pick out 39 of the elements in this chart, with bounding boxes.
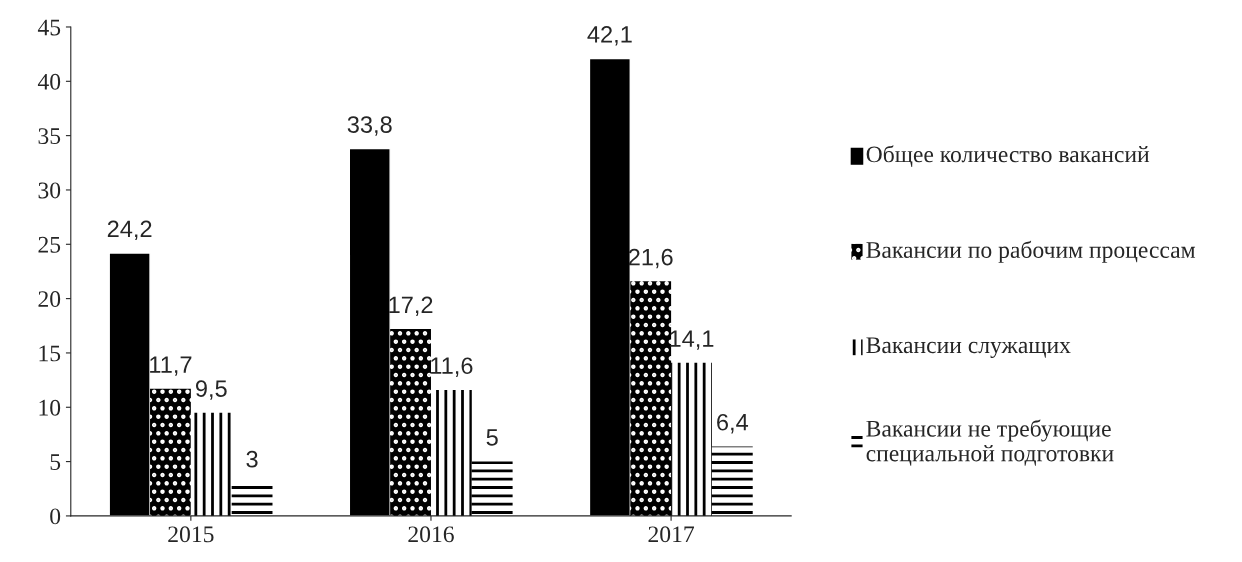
data-label: 9,5 <box>195 380 227 400</box>
data-label: 17,2 <box>389 296 433 317</box>
data-label: 3 <box>246 450 258 468</box>
y-tick-label: 0 <box>50 508 61 525</box>
y-tick-label: 20 <box>38 291 61 308</box>
bar <box>190 412 232 516</box>
bar <box>390 329 431 516</box>
data-label: 24,2 <box>107 220 152 240</box>
bar <box>348 147 391 516</box>
bar <box>588 57 631 516</box>
y-tick-label: 45 <box>37 19 61 36</box>
data-label: 42,1 <box>587 25 632 46</box>
y-tick-label: 25 <box>38 236 61 253</box>
data-label: 6,4 <box>717 413 749 434</box>
legend-label: Вакансии не требующие специальной подготовки <box>866 419 1114 466</box>
y-tick-label: 5 <box>50 454 61 471</box>
data-label: 11,7 <box>150 356 192 376</box>
y-tick-label: 35 <box>38 128 61 145</box>
x-tick-label: 2017 <box>648 526 695 543</box>
y-tick-label: 40 <box>37 73 61 90</box>
bar <box>471 461 513 516</box>
bar <box>108 252 151 516</box>
legend-label: Вакансии по рабочим процессам <box>866 240 1196 263</box>
bar <box>671 362 712 516</box>
legend-label: Вакансии служащих <box>866 337 1071 359</box>
legend-label: Общее количество вакансий <box>866 145 1150 168</box>
data-label: 33,8 <box>347 116 392 136</box>
bar <box>711 446 753 516</box>
data-label: 14,1 <box>670 330 714 350</box>
bar <box>231 483 273 516</box>
x-tick-label: 2016 <box>408 526 454 543</box>
data-label: 11,6 <box>431 357 473 377</box>
bar <box>630 281 672 516</box>
y-tick-label: 30 <box>38 182 61 199</box>
y-tick-label: 15 <box>39 345 61 362</box>
data-label: 5 <box>486 429 498 446</box>
bar <box>150 388 191 516</box>
x-tick-label: 2015 <box>168 526 214 543</box>
y-tick-label: 10 <box>39 399 61 416</box>
